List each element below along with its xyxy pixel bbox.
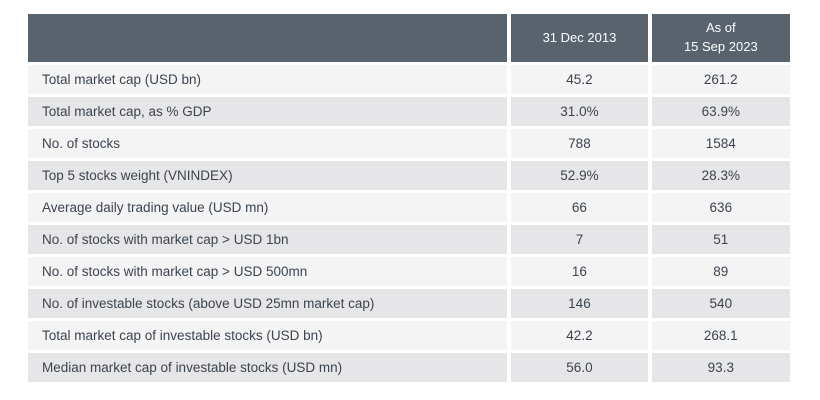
row-label-cell: Total market cap of investable stocks (U… (28, 321, 508, 350)
table-row: Average daily trading value (USD mn) 66 … (28, 193, 790, 222)
row-label-cell: Total market cap (USD bn) (28, 65, 508, 94)
value-2013-cell: 31.0% (511, 97, 648, 126)
header-col-31-dec-2013: 31 Dec 2013 (511, 14, 648, 62)
value-2013-cell: 66 (511, 193, 648, 222)
row-label-cell: Top 5 stocks weight (VNINDEX) (28, 161, 508, 190)
value-2023-cell: 63.9% (651, 97, 790, 126)
value-2023-cell: 268.1 (651, 321, 790, 350)
table-row: Total market cap, as % GDP 31.0% 63.9% (28, 97, 790, 126)
value-2023-cell: 93.3 (651, 353, 790, 382)
value-2023-cell: 28.3% (651, 161, 790, 190)
row-label-cell: No. of investable stocks (above USD 25mn… (28, 289, 508, 318)
value-2023-cell: 89 (651, 257, 790, 286)
value-2013-cell: 56.0 (511, 353, 648, 382)
table-header-row: 31 Dec 2013 As of 15 Sep 2023 (28, 14, 790, 62)
value-2023-cell: 261.2 (651, 65, 790, 94)
table-row: No. of stocks with market cap > USD 500m… (28, 257, 790, 286)
table-row: Median market cap of investable stocks (… (28, 353, 790, 382)
value-2013-cell: 52.9% (511, 161, 648, 190)
table-row: No. of stocks 788 1584 (28, 129, 790, 158)
table-row: Total market cap of investable stocks (U… (28, 321, 790, 350)
value-2013-cell: 42.2 (511, 321, 648, 350)
header-2023-line1: As of (706, 20, 736, 36)
value-2023-cell: 1584 (651, 129, 790, 158)
value-2023-cell: 540 (651, 289, 790, 318)
row-label-cell: No. of stocks with market cap > USD 500m… (28, 257, 508, 286)
value-2013-cell: 45.2 (511, 65, 648, 94)
header-col-as-of-15-sep-2023: As of 15 Sep 2023 (651, 14, 790, 62)
value-2013-cell: 788 (511, 129, 648, 158)
market-stats-table: 31 Dec 2013 As of 15 Sep 2023 Total mark… (24, 11, 794, 385)
value-2013-cell: 16 (511, 257, 648, 286)
value-2023-cell: 51 (651, 225, 790, 254)
value-2013-cell: 146 (511, 289, 648, 318)
row-label-cell: No. of stocks (28, 129, 508, 158)
row-label-cell: Average daily trading value (USD mn) (28, 193, 508, 222)
table-row: No. of investable stocks (above USD 25mn… (28, 289, 790, 318)
row-label-cell: Total market cap, as % GDP (28, 97, 508, 126)
table-body: Total market cap (USD bn) 45.2 261.2 Tot… (28, 65, 790, 382)
value-2013-cell: 7 (511, 225, 648, 254)
header-empty-cell (28, 14, 508, 62)
table-row: No. of stocks with market cap > USD 1bn … (28, 225, 790, 254)
row-label-cell: No. of stocks with market cap > USD 1bn (28, 225, 508, 254)
table-row: Top 5 stocks weight (VNINDEX) 52.9% 28.3… (28, 161, 790, 190)
table-row: Total market cap (USD bn) 45.2 261.2 (28, 65, 790, 94)
value-2023-cell: 636 (651, 193, 790, 222)
header-2023-line2: 15 Sep 2023 (683, 39, 758, 54)
row-label-cell: Median market cap of investable stocks (… (28, 353, 508, 382)
